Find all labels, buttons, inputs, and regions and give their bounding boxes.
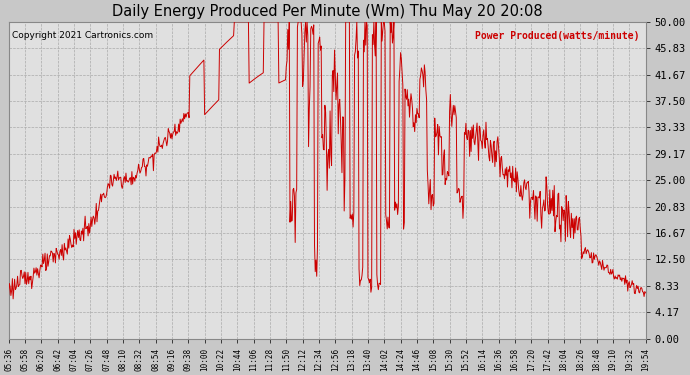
Text: Power Produced(watts/minute): Power Produced(watts/minute) xyxy=(475,31,639,41)
Title: Daily Energy Produced Per Minute (Wm) Thu May 20 20:08: Daily Energy Produced Per Minute (Wm) Th… xyxy=(112,4,542,19)
Text: Copyright 2021 Cartronics.com: Copyright 2021 Cartronics.com xyxy=(12,31,153,40)
